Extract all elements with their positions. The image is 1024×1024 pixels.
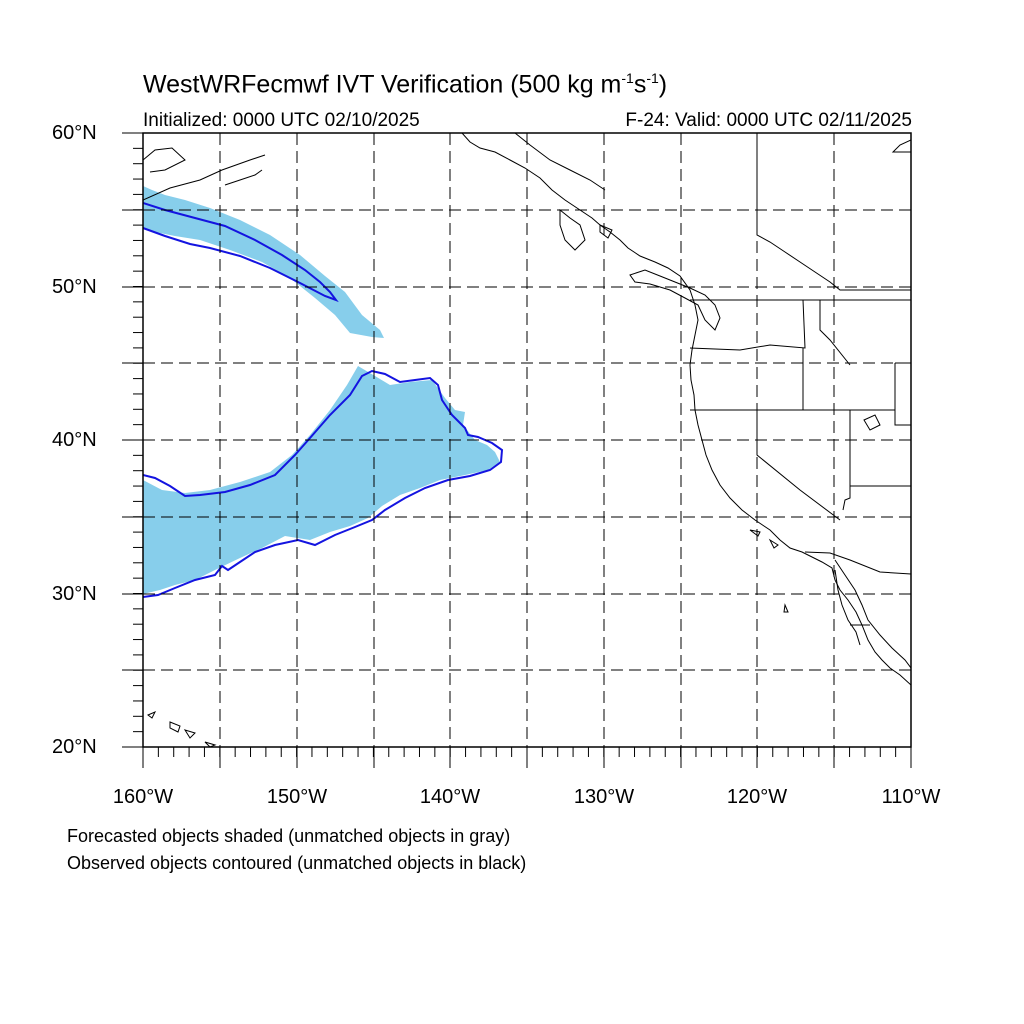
axis-minor-ticks [133, 132, 912, 757]
lat-label-50n: 50°N [52, 276, 97, 298]
valid-time-label: F-24: Valid: 0000 UTC 02/11/2025 [625, 110, 912, 131]
forecast-object-south [143, 366, 500, 594]
init-time-label: Initialized: 0000 UTC 02/10/2025 [143, 110, 420, 131]
lon-label-120w: 120°W [726, 786, 788, 808]
lon-label-160w: 160°W [112, 786, 174, 808]
map-grid [143, 133, 911, 747]
lon-label-150w: 150°W [266, 786, 328, 808]
lon-label-130w: 130°W [573, 786, 635, 808]
chart-title: WestWRFecmwf IVT Verification (500 kg m-… [143, 70, 668, 99]
forecast-object-north [143, 186, 384, 338]
lon-label-110w: 110°W [881, 786, 941, 808]
forecast-note: Forecasted objects shaded (unmatched obj… [67, 826, 511, 846]
political-borders [689, 299, 911, 626]
lat-label-30n: 30°N [52, 583, 97, 605]
lat-label-40n: 40°N [52, 429, 97, 451]
lon-label-140w: 140°W [419, 786, 481, 808]
lat-label-20n: 20°N [52, 736, 97, 758]
observed-note: Observed objects contoured (unmatched ob… [67, 853, 527, 873]
lat-label-60n: 60°N [52, 122, 97, 144]
